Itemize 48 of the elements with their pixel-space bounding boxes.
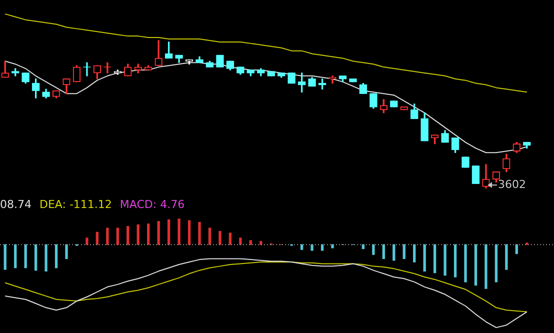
- text: DEA: -111.12: [39, 198, 112, 211]
- bar: [106, 228, 109, 245]
- bar: [413, 244, 416, 262]
- bar: [136, 224, 140, 245]
- bar: [474, 244, 478, 286]
- candlestick: [83, 62, 91, 76]
- bar: [167, 219, 170, 245]
- bar: [208, 228, 212, 245]
- bar: [494, 244, 498, 282]
- bar: [147, 224, 150, 245]
- bar: [198, 222, 201, 245]
- bar: [423, 244, 426, 272]
- bar: [157, 221, 160, 245]
- bar: [54, 244, 58, 268]
- bar: [433, 244, 436, 274]
- bar: [218, 231, 222, 245]
- bar: [65, 244, 68, 260]
- bar: [320, 244, 324, 251]
- bar: [14, 244, 17, 268]
- bar: [310, 244, 314, 251]
- bar: [44, 244, 48, 272]
- bar: [444, 244, 446, 276]
- bar: [188, 220, 191, 245]
- bar: [402, 244, 406, 260]
- bar: [4, 244, 6, 270]
- bar: [331, 244, 334, 248]
- annotation: 3602: [498, 178, 526, 191]
- bar: [96, 232, 99, 245]
- bar: [372, 244, 375, 255]
- bar: [505, 244, 508, 270]
- bar: [392, 244, 396, 261]
- bar: [249, 240, 252, 245]
- bar: [382, 244, 385, 260]
- bar: [126, 226, 130, 245]
- bar: [86, 238, 88, 245]
- bar: [464, 244, 467, 282]
- bar: [239, 238, 242, 245]
- text: 08.74: [0, 198, 32, 211]
- candlestick: [104, 62, 112, 74]
- bar: [228, 232, 232, 245]
- text: MACD: 4.76: [120, 198, 185, 211]
- bar: [24, 244, 27, 268]
- bar: [178, 218, 180, 245]
- bar: [34, 244, 38, 271]
- bar: [116, 228, 119, 245]
- bar: [484, 244, 488, 289]
- bar: [300, 244, 304, 250]
- bar: [454, 244, 457, 278]
